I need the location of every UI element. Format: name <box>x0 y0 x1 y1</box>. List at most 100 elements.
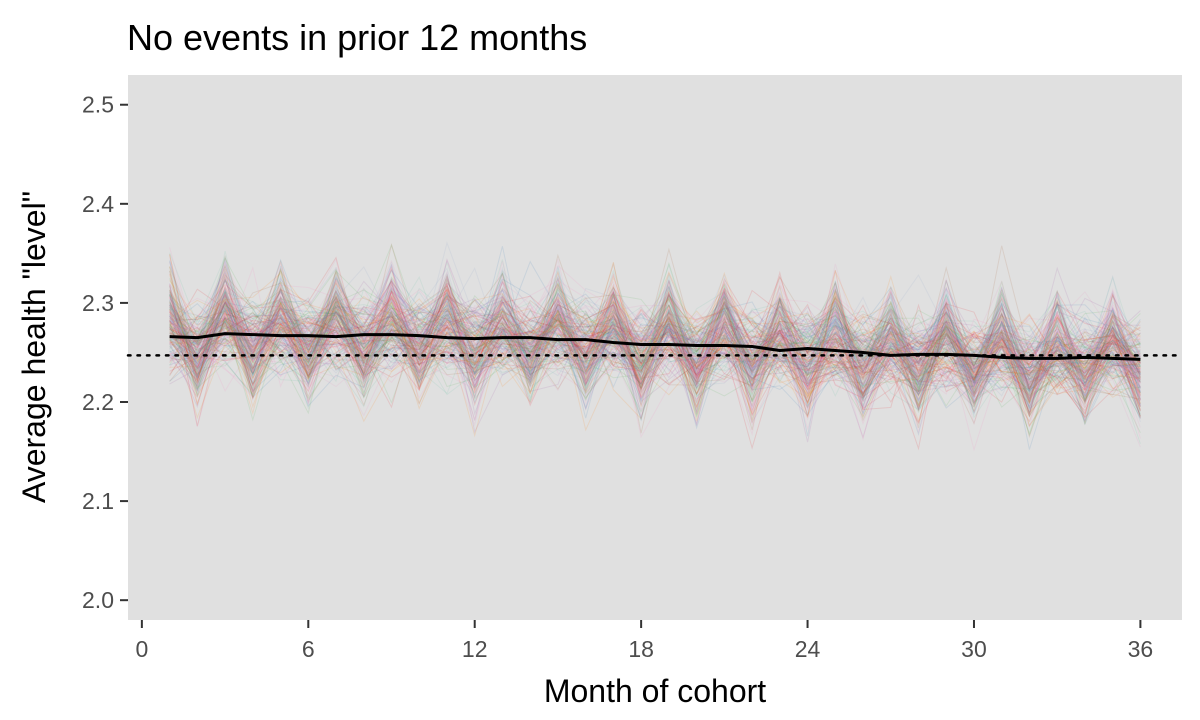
simulation-path <box>169 291 1141 425</box>
y-axis-title: Average health "level" <box>16 191 52 503</box>
simulation-path <box>169 288 1141 419</box>
y-tick-label: 2.4 <box>82 191 114 217</box>
simulation-path <box>169 272 1141 415</box>
simulation-path <box>169 253 1141 434</box>
simulation-path <box>169 279 1141 394</box>
simulation-path <box>169 283 1141 403</box>
x-tick-label: 18 <box>628 636 654 662</box>
simulation-path <box>169 301 1141 397</box>
simulation-path <box>169 291 1141 410</box>
x-tick-label: 30 <box>961 636 987 662</box>
simulation-path <box>169 290 1141 410</box>
simulation-path <box>169 292 1141 427</box>
simulation-path <box>169 264 1141 439</box>
simulation-path <box>169 278 1141 409</box>
simulation-path <box>169 279 1141 410</box>
simulation-path <box>169 298 1141 402</box>
simulation-path <box>169 276 1141 422</box>
chart-title: No events in prior 12 months <box>127 17 587 58</box>
simulation-path <box>169 241 1141 394</box>
simulation-path <box>169 258 1141 448</box>
simulation-path <box>169 262 1141 388</box>
y-axis: 2.0 2.1 2.2 2.3 2.4 2.5 <box>82 92 128 613</box>
simulation-path <box>169 261 1141 439</box>
simulation-path <box>169 289 1141 408</box>
simulation-path <box>169 278 1141 405</box>
simulation-path <box>169 274 1141 411</box>
simulation-path <box>169 259 1141 402</box>
x-tick-label: 24 <box>795 636 821 662</box>
simulation-path <box>169 284 1141 452</box>
simulation-path <box>169 282 1141 403</box>
simulation-path <box>169 297 1141 411</box>
simulation-path <box>169 286 1141 422</box>
simulation-path <box>169 267 1141 420</box>
simulation-path <box>169 267 1141 423</box>
simulation-path <box>169 246 1141 426</box>
simulation-path <box>169 282 1141 409</box>
simulation-path <box>169 287 1141 398</box>
simulation-path <box>169 266 1141 394</box>
y-tick-label: 2.1 <box>82 488 114 514</box>
simulation-path <box>169 281 1141 421</box>
y-tick-label: 2.2 <box>82 389 114 415</box>
simulation-path <box>169 298 1141 422</box>
simulation-path <box>169 288 1141 428</box>
simulation-path <box>169 288 1141 423</box>
simulation-path <box>169 247 1141 417</box>
simulation-path <box>169 289 1141 441</box>
simulation-path <box>169 272 1141 413</box>
simulation-path <box>169 259 1141 394</box>
simulation-path <box>169 268 1141 417</box>
simulation-path <box>169 274 1141 415</box>
simulation-path <box>169 243 1141 425</box>
simulation-path <box>169 282 1141 411</box>
simulation-path <box>169 278 1141 444</box>
simulation-path <box>169 266 1141 404</box>
simulation-path <box>169 266 1141 401</box>
simulation-path <box>169 254 1141 412</box>
simulation-path <box>169 294 1141 406</box>
simulation-path <box>169 258 1141 412</box>
simulation-path <box>169 295 1141 409</box>
simulation-path <box>169 302 1141 412</box>
simulation-path <box>169 263 1141 408</box>
simulation-path <box>169 280 1141 412</box>
simulation-path <box>169 280 1141 439</box>
simulation-path <box>169 274 1141 404</box>
simulation-path <box>169 274 1141 402</box>
simulation-path <box>169 261 1141 392</box>
simulation-path <box>169 290 1141 415</box>
simulation-path <box>169 289 1141 424</box>
simulation-path <box>169 284 1141 425</box>
simulation-path <box>169 270 1141 423</box>
simulation-path <box>169 286 1141 403</box>
simulation-path <box>169 289 1141 403</box>
simulation-path <box>169 276 1141 420</box>
simulation-path <box>169 295 1141 399</box>
simulation-path <box>169 287 1141 402</box>
simulation-path <box>169 277 1141 403</box>
simulation-path <box>169 285 1141 394</box>
simulation-path <box>169 256 1141 451</box>
simulation-path <box>169 257 1141 386</box>
simulation-path <box>169 265 1141 437</box>
simulation-path <box>169 277 1141 407</box>
simulation-path <box>169 285 1141 393</box>
simulation-path <box>169 266 1141 409</box>
simulation-path <box>169 291 1141 417</box>
simulation-path <box>169 281 1141 407</box>
simulation-path <box>169 270 1141 412</box>
simulation-path <box>169 290 1141 434</box>
simulation-path <box>169 252 1141 401</box>
simulation-path <box>169 296 1141 388</box>
simulation-path <box>169 289 1141 422</box>
x-tick-label: 36 <box>1128 636 1154 662</box>
y-tick-label: 2.3 <box>82 290 114 316</box>
simulation-path <box>169 298 1141 410</box>
simulation-path <box>169 294 1141 406</box>
simulation-path <box>169 300 1141 425</box>
simulation-path <box>169 280 1141 422</box>
simulation-path <box>169 281 1141 434</box>
